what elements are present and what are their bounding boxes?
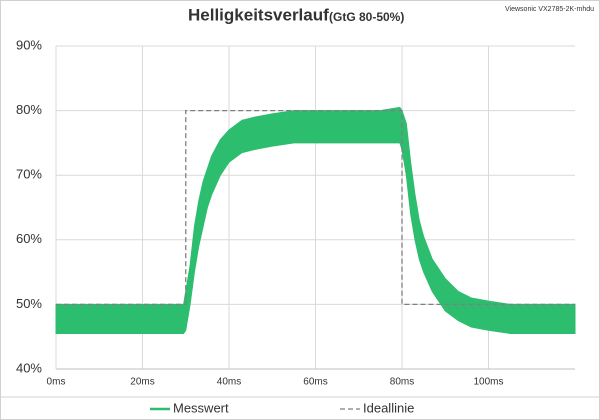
chart-title: Helligkeitsverlauf xyxy=(188,5,329,24)
chart-subtitle: (GtG 80-50%) xyxy=(329,10,404,24)
x-tick-label: 20ms xyxy=(130,377,154,388)
y-tick-label: 80% xyxy=(16,102,42,117)
legend-label: Messwert xyxy=(173,400,229,415)
annotation: Viewsonic VX2785-2K-mhdu xyxy=(505,6,594,13)
x-tick-label: 100ms xyxy=(473,377,503,388)
measured-band xyxy=(55,106,576,334)
x-tick-label: 0ms xyxy=(47,377,66,388)
y-tick-label: 50% xyxy=(16,296,42,311)
y-tick-label: 70% xyxy=(16,167,42,182)
y-tick-label: 40% xyxy=(16,360,42,375)
x-tick-label: 40ms xyxy=(217,377,241,388)
y-tick-label: 60% xyxy=(16,231,42,246)
x-tick-label: 80ms xyxy=(390,377,414,388)
x-tick-label: 60ms xyxy=(303,377,327,388)
y-tick-label: 90% xyxy=(16,37,42,52)
legend-label: Ideallinie xyxy=(363,400,414,415)
ideal-line xyxy=(56,109,575,306)
